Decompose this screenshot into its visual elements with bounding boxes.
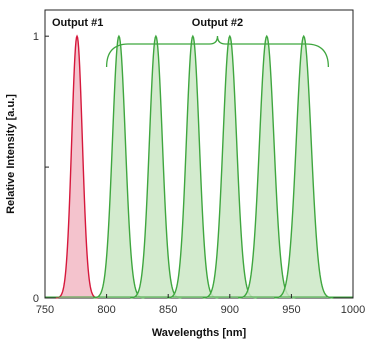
- y-axis-title: Relative Intensity [a.u.]: [5, 94, 17, 214]
- x-tick-label-750: 750: [36, 304, 54, 316]
- output1-label: Output #1: [52, 17, 103, 29]
- y-tick-label-0: 0: [33, 293, 39, 305]
- output2-label: Output #2: [192, 17, 243, 29]
- y-tick-label-2: 1: [33, 31, 39, 43]
- peak-output2-6: [274, 34, 334, 299]
- peak-output2-2: [130, 34, 182, 299]
- x-tick-label-800: 800: [97, 304, 115, 316]
- peak-output2-1: [93, 34, 145, 299]
- peak-output2-2-fill: [130, 36, 182, 299]
- output2-brace: [105, 35, 330, 68]
- x-tick-label-950: 950: [282, 304, 300, 316]
- peak-output2-4-fill: [202, 36, 257, 299]
- peak-output1-1: [55, 34, 99, 299]
- peak-output1-1-fill: [55, 36, 99, 299]
- peak-output2-3-fill: [167, 36, 219, 299]
- spectral-peaks: [45, 34, 353, 299]
- x-axis-title: Wavelengths [nm]: [152, 327, 247, 339]
- x-tick-label-1000: 1000: [341, 304, 365, 316]
- x-tick-label-850: 850: [159, 304, 177, 316]
- peak-output2-1-fill: [93, 36, 145, 299]
- axis-ticks: 750 800 850 900 950 1000 0 1: [33, 31, 365, 316]
- peak-output2-6-fill: [274, 36, 334, 299]
- peak-output2-3: [167, 34, 219, 299]
- output-annotations: Output #1 Output #2: [52, 17, 330, 68]
- x-tick-label-900: 900: [221, 304, 239, 316]
- peak-output2-5-fill: [238, 36, 296, 299]
